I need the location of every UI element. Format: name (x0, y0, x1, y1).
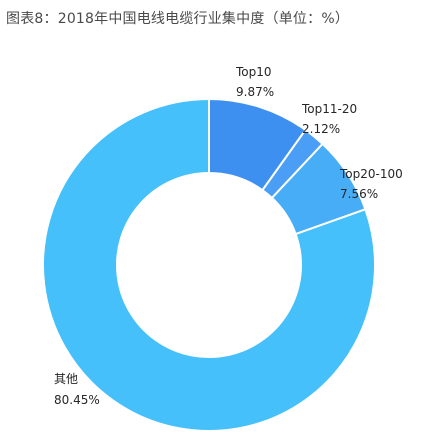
slice-3- (42, 97, 376, 432)
slice-category-label: 其他 (54, 372, 78, 386)
slice-category-label: Top10 (235, 65, 272, 79)
slice-value-label: 7.56% (340, 187, 378, 201)
slice-value-label: 9.87% (236, 85, 274, 99)
slice-category-label: Top11-20 (301, 102, 357, 116)
slice-value-label: 80.45% (54, 393, 100, 407)
slice-category-label: Top20-100 (339, 167, 403, 181)
slice-value-label: 2.12% (302, 122, 340, 136)
donut-slices (42, 97, 376, 432)
chart-title: 图表8：2018年中国电线电缆行业集中度（单位：%） (6, 11, 350, 27)
slice-labels: Top10 9.87% Top11-20 2.12% Top20-100 7.56% 其他 8… (54, 65, 403, 407)
